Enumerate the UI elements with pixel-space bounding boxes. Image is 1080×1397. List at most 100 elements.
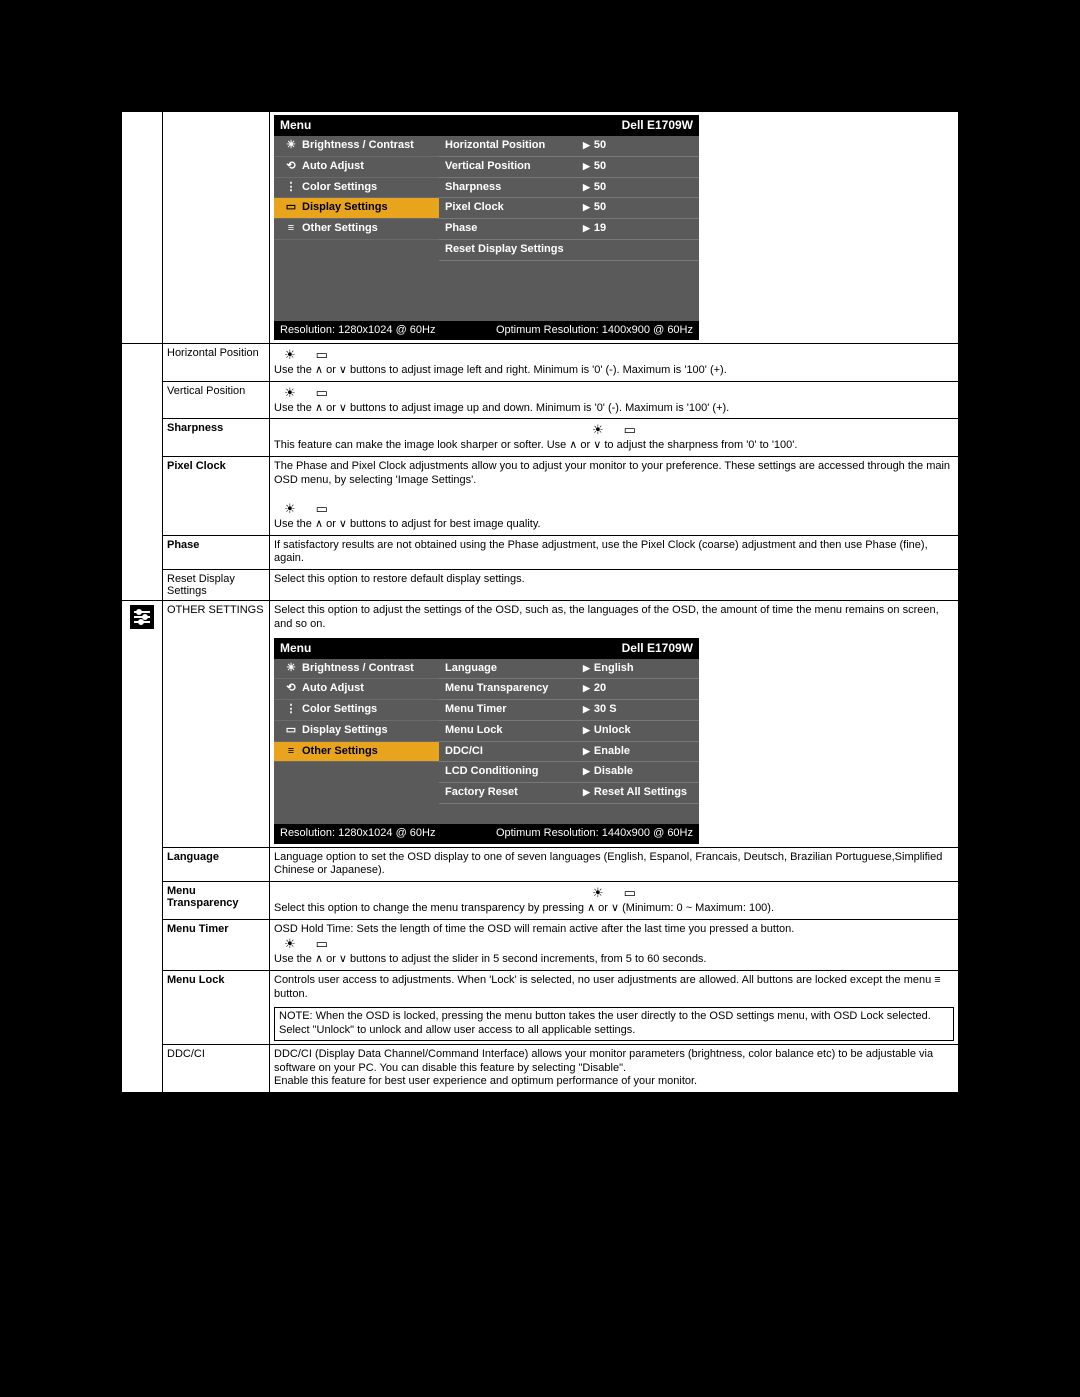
vpos-label: Vertical Position: [163, 381, 270, 419]
sub-item-name: Factory Reset: [445, 786, 583, 800]
sub-item-value: ▶Disable: [583, 765, 693, 779]
mtrans-label: Menu Transparency: [163, 882, 270, 920]
brightness-icon: ☀▭: [274, 936, 338, 953]
blank-icon: [122, 344, 163, 601]
hpos-label: Horizontal Position: [163, 344, 270, 382]
sub-item-value: ▶Reset All Settings: [583, 786, 693, 800]
osd1-sub: Horizontal Position▶50Vertical Position▶…: [439, 136, 699, 321]
osd-menu-item[interactable]: ≡Other Settings: [274, 742, 439, 763]
osd-sub-item[interactable]: Factory Reset▶Reset All Settings: [439, 783, 699, 804]
sub-item-name: Sharpness: [445, 181, 583, 195]
menu-item-label: Color Settings: [302, 703, 377, 717]
menu-item-label: Auto Adjust: [302, 682, 364, 696]
sub-item-value: ▶Enable: [583, 745, 693, 759]
sub-item-value: ▶50: [583, 139, 693, 153]
osd2-sub: Language▶EnglishMenu Transparency▶20Menu…: [439, 659, 699, 824]
manual-page: Menu Dell E1709W ☀Brightness / Contrast⟲…: [120, 110, 960, 1094]
sub-item-value: ▶19: [583, 222, 693, 236]
menu-item-icon: ⟲: [280, 682, 302, 696]
mtimer-text1: OSD Hold Time: Sets the length of time t…: [274, 923, 794, 935]
osd2-menu-title: Menu: [280, 641, 311, 656]
osd-sub-item[interactable]: LCD Conditioning▶Disable: [439, 762, 699, 783]
osd-menu-item[interactable]: ▭Display Settings: [274, 721, 439, 742]
osd2-menu: ☀Brightness / Contrast⟲Auto Adjust⋮Color…: [274, 659, 439, 824]
osd-sub-item[interactable]: Horizontal Position▶50: [439, 136, 699, 157]
menu-item-label: Other Settings: [302, 745, 378, 759]
osd-sub-item[interactable]: DDC/CI▶Enable: [439, 742, 699, 763]
osd-menu-item[interactable]: ⟲Auto Adjust: [274, 679, 439, 700]
other-desc-cell: Select this option to adjust the setting…: [270, 601, 959, 848]
menu-item-label: Color Settings: [302, 181, 377, 195]
osd-sub-item[interactable]: Menu Timer▶30 S: [439, 700, 699, 721]
sub-item-value: ▶20: [583, 682, 693, 696]
menu-item-label: Display Settings: [302, 201, 388, 215]
sub-item-name: DDC/CI: [445, 745, 583, 759]
other-desc: Select this option to adjust the setting…: [274, 604, 939, 630]
sub-item-name: Phase: [445, 222, 583, 236]
reset-desc: Select this option to restore default di…: [270, 570, 959, 601]
menu-item-label: Auto Adjust: [302, 160, 364, 174]
osd-sub-item[interactable]: Vertical Position▶50: [439, 157, 699, 178]
mlock-note: NOTE: When the OSD is locked, pressing t…: [274, 1007, 954, 1041]
vpos-text: Use the ∧ or ∨ buttons to adjust image u…: [274, 402, 729, 414]
hpos-text: Use the ∧ or ∨ buttons to adjust image l…: [274, 364, 727, 376]
sub-item-name: Menu Lock: [445, 724, 583, 738]
mtimer-label: Menu Timer: [163, 919, 270, 970]
empty-label: [163, 112, 270, 344]
sharp-desc: ☀▭ This feature can make the image look …: [270, 419, 959, 457]
menu-item-icon: ▭: [280, 724, 302, 738]
osd-other-settings: Menu Dell E1709W ☀Brightness / Contrast⟲…: [274, 638, 699, 844]
sub-item-value: ▶Unlock: [583, 724, 693, 738]
sub-item-name: Menu Transparency: [445, 682, 583, 696]
osd-menu-item[interactable]: ☀Brightness / Contrast: [274, 136, 439, 157]
menu-item-label: Other Settings: [302, 222, 378, 236]
other-label: OTHER SETTINGS: [163, 601, 270, 848]
osd-sub-item[interactable]: Menu Lock▶Unlock: [439, 721, 699, 742]
osd-sub-item[interactable]: Menu Transparency▶20: [439, 679, 699, 700]
osd-model: Dell E1709W: [622, 118, 693, 133]
osd-sub-item[interactable]: Reset Display Settings: [439, 240, 699, 261]
sub-item-value: ▶50: [583, 201, 693, 215]
menu-item-icon: ⋮: [280, 181, 302, 195]
osd1-res-right: Optimum Resolution: 1400x900 @ 60Hz: [496, 324, 693, 338]
reset-label: Reset Display Settings: [163, 570, 270, 601]
osd-display-settings: Menu Dell E1709W ☀Brightness / Contrast⟲…: [274, 115, 699, 340]
menu-item-label: Brightness / Contrast: [302, 662, 414, 676]
other-settings-icon: [122, 601, 163, 1093]
sharp-text: This feature can make the image look sha…: [274, 439, 797, 451]
osd-sub-item[interactable]: Phase▶19: [439, 219, 699, 240]
osd1-res-left: Resolution: 1280x1024 @ 60Hz: [280, 324, 436, 338]
mtrans-text: Select this option to change the menu tr…: [274, 902, 774, 914]
menu-item-icon: ☀: [280, 662, 302, 676]
osd-menu-item[interactable]: ⋮Color Settings: [274, 700, 439, 721]
hpos-desc: ☀▭ Use the ∧ or ∨ buttons to adjust imag…: [270, 344, 959, 382]
brightness-icon: ☀▭: [274, 501, 338, 518]
brightness-icon: ☀▭: [274, 347, 338, 364]
menu-item-icon: ⟲: [280, 160, 302, 174]
sub-item-value: ▶English: [583, 662, 693, 676]
vpos-desc: ☀▭ Use the ∧ or ∨ buttons to adjust imag…: [270, 381, 959, 419]
osd2-res-left: Resolution: 1280x1024 @ 60Hz: [280, 827, 436, 841]
osd-menu-item[interactable]: ⋮Color Settings: [274, 178, 439, 199]
sub-item-name: Language: [445, 662, 583, 676]
menu-item-label: Brightness / Contrast: [302, 139, 414, 153]
osd-menu-item[interactable]: ☀Brightness / Contrast: [274, 659, 439, 680]
osd-menu-item[interactable]: ⟲Auto Adjust: [274, 157, 439, 178]
brightness-icon: ☀▭: [582, 885, 646, 902]
sub-item-name: Horizontal Position: [445, 139, 583, 153]
osd-menu-item[interactable]: ≡Other Settings: [274, 219, 439, 240]
manual-table: Menu Dell E1709W ☀Brightness / Contrast⟲…: [121, 111, 959, 1093]
osd1-menu: ☀Brightness / Contrast⟲Auto Adjust⋮Color…: [274, 136, 439, 321]
phase-desc: If satisfactory results are not obtained…: [270, 535, 959, 570]
phase-label: Phase: [163, 535, 270, 570]
osd-menu-item[interactable]: ▭Display Settings: [274, 198, 439, 219]
sub-item-value: ▶50: [583, 181, 693, 195]
osd2-res-right: Optimum Resolution: 1440x900 @ 60Hz: [496, 827, 693, 841]
sub-item-name: Reset Display Settings: [445, 243, 583, 257]
mlock-text: Controls user access to adjustments. Whe…: [274, 974, 941, 1000]
sub-item-value: ▶50: [583, 160, 693, 174]
osd-sub-item[interactable]: Sharpness▶50: [439, 178, 699, 199]
osd-sub-item[interactable]: Pixel Clock▶50: [439, 198, 699, 219]
osd-sub-item[interactable]: Language▶English: [439, 659, 699, 680]
brightness-icon: ☀▭: [274, 385, 338, 402]
